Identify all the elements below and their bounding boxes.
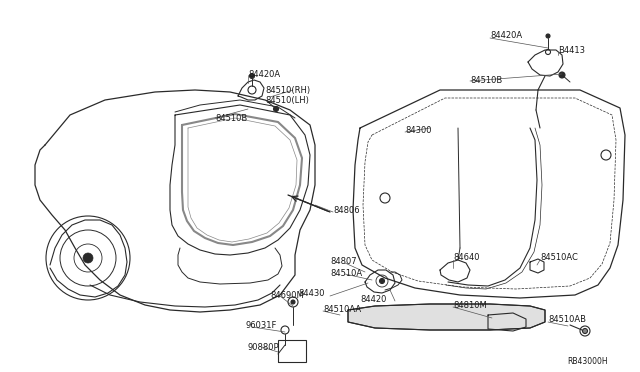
FancyBboxPatch shape (278, 340, 306, 362)
Circle shape (273, 106, 278, 112)
Circle shape (380, 279, 385, 283)
Text: 84510AC: 84510AC (540, 253, 578, 263)
Text: 84690M: 84690M (270, 292, 304, 301)
Text: 84300: 84300 (405, 125, 431, 135)
Text: 90880P: 90880P (248, 343, 280, 352)
Text: 84420A: 84420A (490, 31, 522, 39)
Text: RB43000H: RB43000H (568, 357, 608, 366)
Text: 84810M: 84810M (453, 301, 487, 310)
Circle shape (582, 328, 588, 334)
Circle shape (559, 72, 565, 78)
Text: 84420A: 84420A (248, 70, 280, 78)
Circle shape (546, 34, 550, 38)
Circle shape (291, 300, 295, 304)
Text: 84430: 84430 (298, 289, 324, 298)
Text: 84807: 84807 (330, 257, 356, 266)
Text: 84510B: 84510B (215, 113, 247, 122)
Text: 84510B: 84510B (470, 76, 502, 84)
Text: 84420: 84420 (360, 295, 387, 305)
Text: 96031F: 96031F (245, 321, 276, 330)
Text: 84510(RH): 84510(RH) (265, 86, 310, 94)
Circle shape (250, 74, 255, 78)
Text: 84510A: 84510A (330, 269, 362, 279)
Text: 84510AB: 84510AB (548, 315, 586, 324)
Text: B4413: B4413 (558, 45, 585, 55)
Polygon shape (348, 304, 545, 330)
Text: 84640: 84640 (453, 253, 479, 263)
Text: 84510(LH): 84510(LH) (265, 96, 309, 105)
Text: 84510AA: 84510AA (323, 305, 361, 314)
Text: 84806: 84806 (333, 205, 360, 215)
Circle shape (83, 253, 93, 263)
